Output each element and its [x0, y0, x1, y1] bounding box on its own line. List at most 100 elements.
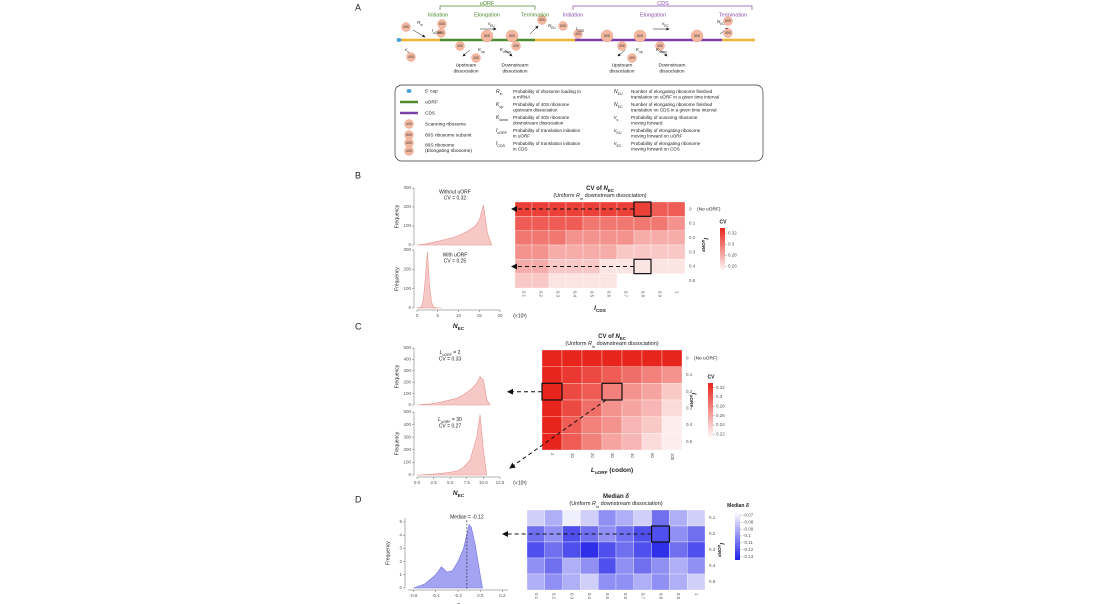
legend-label: uORF	[425, 99, 438, 105]
heatmap-cell	[621, 349, 643, 367]
legend-desc: Probability of 40S ribosome	[513, 102, 570, 107]
text-part: down	[499, 118, 508, 122]
ribosome-label: 40S	[473, 56, 480, 60]
heatmap-cell	[562, 541, 581, 559]
heatmap-cell	[633, 259, 652, 274]
text-part: R	[592, 501, 596, 507]
colorbar-title: Median δ	[727, 503, 750, 509]
text-part: K	[496, 102, 500, 108]
heatmap-cell	[621, 383, 643, 401]
label: (×10³)	[513, 480, 527, 486]
colorbar-tick-label: 0.24	[716, 422, 725, 427]
y-tick-label: 1	[399, 572, 402, 577]
legend-symbol: Kdown	[496, 115, 508, 122]
diagram-symbol: IuORF	[432, 28, 442, 35]
heatmap-cell	[601, 383, 623, 401]
ribosome-label: 40S	[406, 149, 413, 153]
label: dissociation	[453, 68, 478, 74]
text-part: EC	[664, 24, 669, 28]
y-tick-label: 0.4	[689, 264, 696, 269]
text-part: L	[440, 350, 443, 356]
text-part: EC	[618, 105, 623, 109]
heatmap-cell	[580, 509, 599, 527]
heatmap-cell	[541, 433, 563, 451]
x-tick-label: 10	[570, 453, 575, 458]
heatmap-subtitle: (Uniform Rin downstream dissociation)	[553, 193, 646, 200]
heatmap-cell	[598, 573, 617, 591]
heatmap-cell	[615, 525, 634, 543]
heatmap-cell	[580, 557, 599, 575]
text-part: s	[407, 50, 409, 54]
heatmap-cell	[687, 541, 706, 559]
legend-symbol: vEC	[614, 141, 622, 148]
heatmap-cell	[541, 349, 563, 367]
text-part: I	[576, 26, 578, 31]
annotation: LuORF = 2	[440, 350, 461, 357]
diagram-symbol: NEC	[717, 19, 725, 26]
y-tick-label: 300	[403, 368, 411, 373]
text-part: CV of	[586, 186, 603, 192]
text-part: δ	[625, 494, 629, 500]
text-part: up	[481, 50, 485, 54]
label: Downstream	[659, 62, 686, 68]
heatmap-cell	[581, 383, 603, 401]
x-tick-label: 20	[590, 453, 595, 458]
heatmap-cell	[650, 273, 669, 289]
ribosome-label: 60S	[406, 141, 413, 145]
colorbar-tick-label: 0.28	[716, 404, 725, 409]
y-tick-label: 0	[689, 206, 692, 211]
x-tick-label: 0.3	[555, 291, 560, 298]
histogram-area	[416, 251, 442, 309]
ribosome-label: 80S	[484, 34, 491, 38]
y-tick-label: 0.1	[709, 515, 716, 520]
legend-label: CDS	[425, 110, 435, 116]
highlight-box	[601, 382, 623, 401]
text-part: EC	[617, 144, 622, 148]
heatmap-cell	[633, 573, 652, 591]
x-axis-label: NEC	[453, 490, 465, 498]
x-tick-label: 0.5	[589, 291, 594, 298]
heatmap-cell	[544, 541, 563, 559]
legend-desc: Probability of translation initiation	[513, 141, 581, 146]
ribosome-label: 60S	[560, 24, 567, 28]
ribosome	[455, 41, 465, 51]
heatmap-cell	[601, 416, 623, 434]
x-tick-label: 0.2	[538, 291, 543, 298]
label: Termination	[521, 12, 549, 18]
x-tick-label: 0.1	[534, 593, 539, 600]
annotation: LuORF = 30	[438, 417, 462, 424]
text-part: N	[453, 323, 458, 330]
ribosome-label: 80S	[694, 34, 701, 38]
y-tick-label: 5	[399, 519, 402, 524]
panel-label: B	[355, 170, 361, 180]
x-tick-label: 1	[674, 291, 679, 294]
heatmap-cell	[667, 201, 686, 217]
colorbar	[720, 228, 725, 272]
text-part: R	[588, 341, 592, 347]
arrow	[412, 29, 426, 38]
legend-box	[394, 84, 764, 162]
ribosome-label: 60S	[406, 133, 413, 137]
ribosome-label: 80S	[637, 34, 644, 38]
y-tick-label: 200	[403, 447, 411, 452]
dashed-arrow	[509, 399, 607, 469]
row-note: (No uORF)	[694, 356, 718, 362]
legend-label: (Elongating ribosome)	[425, 148, 472, 154]
overlay	[502, 201, 670, 543]
text-part: N	[453, 490, 458, 497]
heatmap-cell	[633, 244, 652, 260]
text-part: I	[496, 128, 498, 134]
text-part: uORF	[595, 470, 608, 475]
heatmap-cell	[541, 416, 563, 434]
text-part: R	[576, 193, 580, 199]
panel-label: A	[355, 2, 361, 12]
x-tick-label: 12.5	[496, 480, 505, 485]
heatmap-cell	[531, 230, 550, 246]
arrow	[529, 25, 539, 35]
heatmap-cell	[669, 573, 688, 591]
colorbar-tick-label: 0.26	[728, 264, 737, 269]
heatmap-cell	[661, 399, 683, 417]
heatmap-cell	[633, 216, 652, 231]
label: dissociation	[659, 68, 684, 74]
